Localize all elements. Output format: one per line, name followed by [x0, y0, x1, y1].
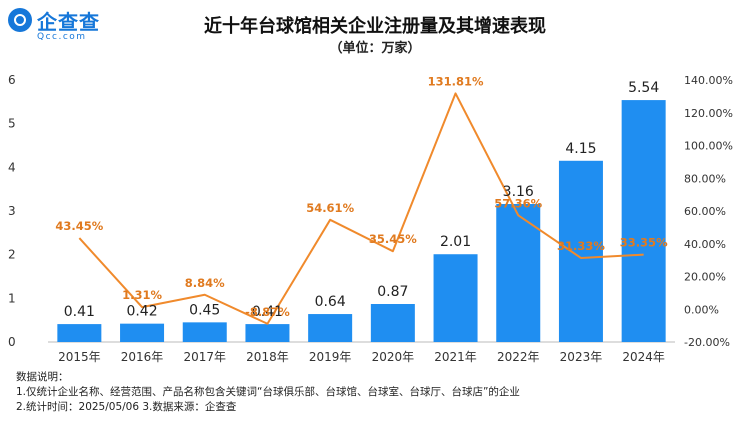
bar-value-label: 2.01 [440, 234, 471, 250]
bar [496, 204, 541, 342]
y-right-tick-label: 20.00% [684, 271, 726, 284]
y-left-tick-label: 1 [8, 291, 16, 305]
x-tick-label: 2015年 [58, 350, 101, 364]
growth-value-label: 31.33% [557, 239, 605, 253]
growth-value-label: -8.87% [245, 305, 290, 319]
bar-value-label: 0.87 [377, 284, 408, 300]
y-left-tick-label: 3 [8, 204, 16, 218]
x-tick-label: 2022年 [497, 350, 540, 364]
logo-url: Qcc.com [37, 32, 87, 42]
x-tick-label: 2024年 [622, 350, 665, 364]
y-right-tick-label: 140.00% [684, 74, 733, 87]
bar [308, 314, 353, 342]
bar [120, 323, 165, 342]
x-tick-label: 2021年 [434, 350, 477, 364]
y-right-tick-label: -20.00% [684, 336, 730, 349]
chart-title: 近十年台球馆相关企业注册量及其增速表现 [204, 16, 546, 37]
y-left-tick-label: 6 [8, 73, 16, 87]
footnote-heading: 数据说明： [16, 371, 69, 383]
growth-value-label: 8.84% [185, 276, 225, 290]
x-tick-label: 2018年 [246, 350, 289, 364]
x-tick-label: 2016年 [121, 350, 164, 364]
bar-value-label: 4.15 [565, 141, 596, 157]
x-tick-label: 2019年 [309, 350, 352, 364]
footnotes: 数据说明： 1.仅统计企业名称、经营范围、产品名称包含关键词“台球俱乐部、台球馆… [16, 370, 520, 415]
growth-value-label: 43.45% [55, 219, 103, 233]
combo-chart: 0 1 2 3 4 5 6 -20.00% 0.00% 20.00% 40.00% 60.00% 80.… [8, 73, 733, 364]
bar [558, 160, 603, 342]
y-right-tick-label: 100.00% [684, 140, 733, 153]
bar-value-label: 0.41 [252, 304, 283, 320]
bar [182, 322, 227, 342]
growth-value-label: 35.45% [369, 232, 417, 246]
y-left-tick-label: 0 [8, 335, 16, 349]
bar-value-label: 0.41 [64, 304, 95, 320]
growth-value-label: 57.36% [494, 196, 542, 210]
y-right-tick-label: 120.00% [684, 107, 733, 120]
footnote-1: 1.仅统计企业名称、经营范围、产品名称包含关键词“台球俱乐部、台球馆、台球室、台… [16, 386, 520, 398]
qcc-logo: 企查查 Qcc.com [8, 6, 118, 46]
bar [57, 324, 102, 342]
growth-value-label: 33.35% [620, 236, 668, 250]
bar [433, 254, 478, 342]
y-left-tick-label: 4 [8, 160, 16, 174]
bar-value-label: 0.45 [189, 302, 220, 318]
y-left-tick-label: 2 [8, 248, 16, 262]
logo-name: 企查查 [37, 10, 100, 34]
y-right-tick-label: 60.00% [684, 205, 726, 218]
bar-value-label: 0.64 [315, 294, 346, 310]
bar-value-label: 0.42 [126, 304, 157, 320]
bar-value-label: 3.16 [503, 184, 534, 200]
y-right-tick-label: 80.00% [684, 172, 726, 185]
y-left-tick-label: 5 [8, 117, 16, 131]
magnifier-icon [8, 8, 32, 32]
growth-value-label: 1.31% [122, 288, 162, 302]
bar [621, 100, 666, 342]
bar-value-label: 5.54 [628, 80, 659, 96]
bar [245, 324, 290, 342]
x-tick-label: 2017年 [183, 350, 226, 364]
x-tick-label: 2023年 [560, 350, 603, 364]
growth-value-label: 131.81% [428, 74, 484, 88]
growth-line [78, 92, 644, 325]
y-right-tick-label: 0.00% [684, 303, 719, 316]
x-tick-label: 2020年 [372, 350, 415, 364]
footnote-2: 2.统计时间：2025/05/06 3.数据来源：企查查 [16, 401, 237, 413]
growth-value-label: 54.61% [306, 201, 354, 215]
chart-subtitle: （单位：万家） [329, 41, 421, 56]
bar [370, 304, 415, 342]
y-right-tick-label: 40.00% [684, 238, 726, 251]
